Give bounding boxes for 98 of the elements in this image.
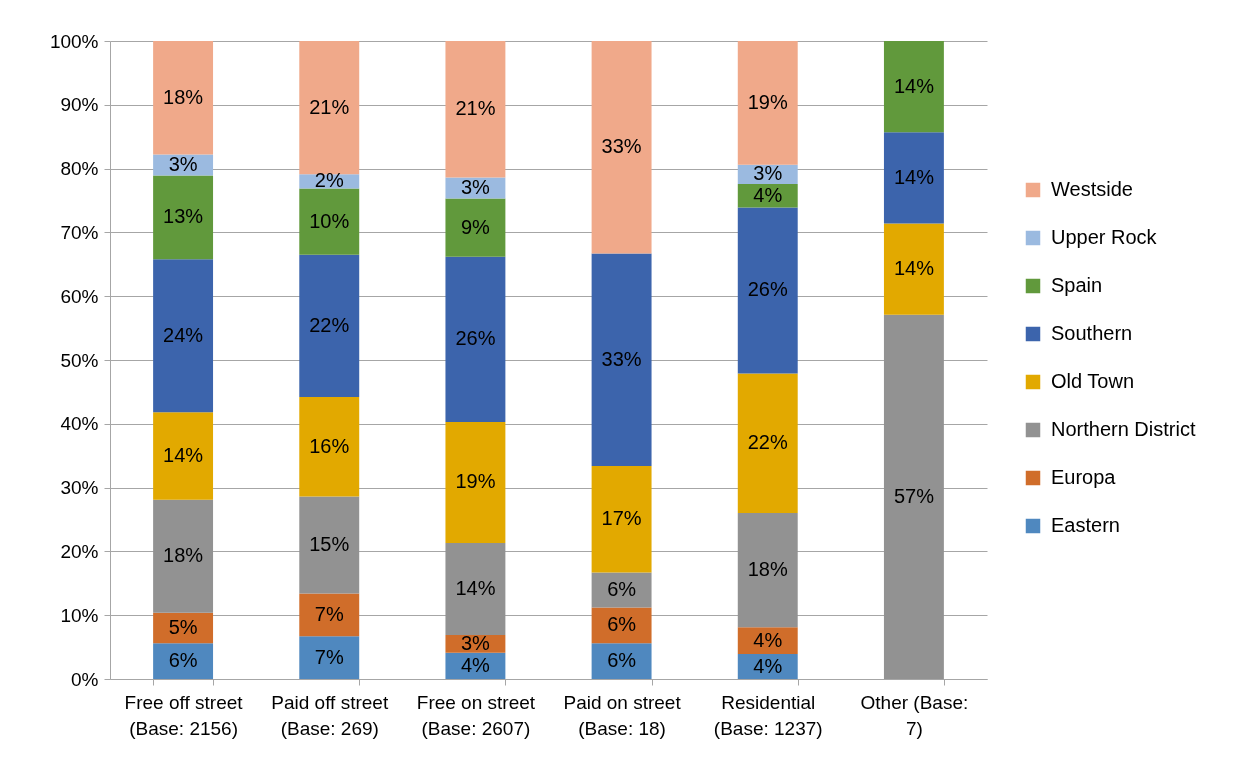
data-label: 15% [309,533,350,556]
data-label: 33% [601,347,642,370]
y-tick-label: 0% [71,668,99,690]
bar [153,259,214,413]
bar [153,175,214,260]
data-label: 24% [163,323,204,346]
bar [153,643,214,679]
legend-label: Northern District [1051,418,1196,440]
x-tick-label: Residential (Base: 1237) [713,691,823,739]
bar [299,636,360,679]
data-label: 6% [607,649,637,672]
data-label: 4% [753,654,783,677]
data-label: 10% [309,209,350,232]
y-tick-label: 90% [60,94,99,116]
data-label: 6% [168,649,198,672]
data-label: 14% [893,74,935,97]
bar [737,373,798,514]
bar [153,499,214,613]
bar [591,572,652,608]
legend-label: Westside [1051,178,1133,200]
bar [445,543,506,635]
bar [591,41,652,254]
data-label: 4% [460,653,491,676]
bar [737,513,798,628]
data-label: 26% [747,278,788,301]
bar [883,314,944,679]
data-label: 6% [607,578,637,600]
bar [153,412,214,500]
data-label: 21% [309,95,350,118]
data-label: 19% [747,90,788,113]
legend-label: Europa [1051,466,1117,488]
bar [445,198,506,257]
data-label: 14% [893,257,935,280]
bar [737,41,798,165]
data-label: 14% [455,577,496,600]
data-label: 7% [314,602,344,625]
data-label: 2% [314,169,344,192]
data-label: 19% [455,470,496,493]
bar [883,132,944,224]
y-tick-label: 70% [60,221,99,243]
data-label: 14% [163,444,204,467]
data-label: 14% [893,165,935,188]
bar [299,41,360,175]
x-tick-label: Other (Base: 7) [860,691,969,739]
y-tick-label: 50% [60,349,99,371]
data-label: 22% [309,313,350,336]
bar [299,496,360,594]
legend-label: Eastern [1051,514,1120,536]
bar [445,41,506,178]
data-label: 9% [460,215,491,238]
y-tick-label: 80% [60,158,99,180]
legend-label: Southern [1051,322,1133,344]
data-label: 3% [168,153,198,176]
legend-label: Upper Rock [1051,226,1158,248]
data-label: 4% [753,628,783,651]
bar [591,465,652,573]
data-label: 7% [314,645,344,668]
y-tick-label: 30% [60,477,99,499]
data-label: 17% [601,507,642,530]
data-label: 5% [168,615,198,638]
y-tick-label: 100% [49,30,99,52]
x-tick-label: Free off street (Base: 2156) [124,691,244,739]
legend-label: Old Town [1051,370,1135,392]
x-tick-label: Free on street (Base: 2607) [416,691,536,739]
data-label: 18% [163,85,204,108]
bar [591,253,652,466]
bar [299,188,360,255]
bar [445,256,506,422]
legend-label: Spain [1051,274,1103,296]
data-label: 6% [607,613,637,636]
data-label: 18% [747,558,788,581]
data-label: 57% [893,484,935,507]
bar [883,41,944,133]
data-label: 3% [753,162,783,185]
data-label: 3% [460,176,491,199]
data-label: 18% [163,544,204,567]
bar [883,223,944,315]
data-label: 13% [163,205,204,228]
bar [299,254,360,397]
data-label: 21% [455,97,496,120]
y-tick-label: 40% [60,413,99,435]
bar [737,207,798,374]
x-tick-label: Paid off street (Base: 269) [271,691,389,739]
bar [299,397,360,497]
data-label: 16% [309,434,350,457]
data-label: 26% [455,327,496,350]
bar [299,593,360,637]
bar [591,643,652,679]
bar [153,41,214,155]
data-label: 22% [747,431,788,454]
data-label: 4% [753,183,783,206]
data-label: 3% [460,631,491,654]
y-tick-label: 10% [60,604,99,626]
y-tick-label: 60% [60,285,99,307]
bar [445,421,506,544]
data-label: 33% [601,135,642,158]
y-tick-label: 20% [60,540,99,562]
x-tick-label: Paid on street (Base: 18) [563,691,682,739]
